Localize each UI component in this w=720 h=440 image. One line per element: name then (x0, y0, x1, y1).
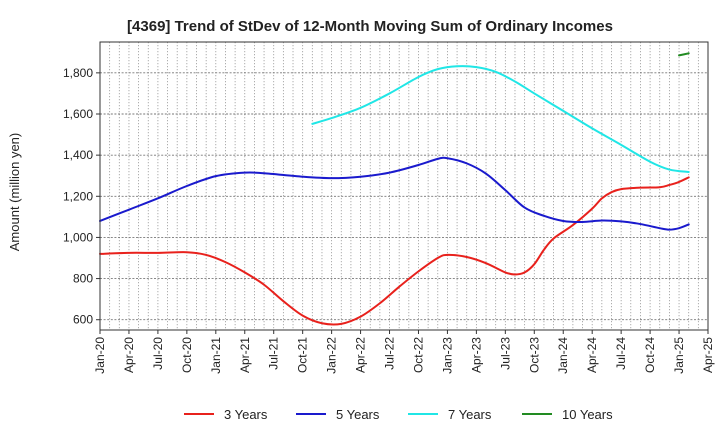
x-tick-label: Jan-22 (325, 337, 339, 374)
series-line-1 (99, 176, 690, 326)
x-tick-label: Jul-20 (151, 337, 165, 370)
x-tick-label: Oct-22 (411, 337, 425, 373)
x-tick-label: Apr-21 (238, 337, 252, 373)
x-tick-label: Jan-23 (440, 337, 454, 374)
x-tick-label: Oct-23 (527, 337, 541, 373)
chart-title: [4369] Trend of StDev of 12-Month Moving… (127, 18, 613, 35)
x-tick-label: Jul-21 (267, 337, 281, 370)
x-tick-label: Apr-23 (469, 337, 483, 373)
x-tick-label: Apr-25 (701, 337, 715, 373)
y-tick-label: 1,200 (63, 189, 93, 203)
legend-label-2: 5 Years (336, 407, 380, 422)
legend: 3 Years 5 Years 7 Years 10 Years (184, 407, 613, 422)
series-line-4 (678, 52, 690, 57)
x-tick-label: Jan-24 (556, 337, 570, 374)
legend-label-3: 7 Years (448, 407, 492, 422)
x-tick-labels: Jan-20 Apr-20 Jul-20 Oct-20 Jan-21 Apr-21 Jul-… (93, 330, 715, 374)
y-tick-label: 1,800 (63, 66, 93, 80)
series-lines (99, 52, 690, 326)
y-axis-title: Amount (million yen) (7, 133, 22, 252)
x-tick-label: Apr-22 (354, 337, 368, 373)
x-tick-label: Jan-21 (209, 337, 223, 374)
x-tick-label: Oct-21 (296, 337, 310, 373)
y-tick-label: 800 (73, 272, 93, 286)
plot-border (99, 41, 709, 331)
y-tick-label: 1,600 (63, 107, 93, 121)
grid-lines (100, 42, 708, 330)
x-tick-label: Jan-25 (672, 337, 686, 374)
x-tick-label: Oct-20 (180, 337, 194, 373)
y-tick-label: 1,000 (63, 230, 93, 244)
x-tick-label: Apr-20 (122, 337, 136, 373)
legend-label-4: 10 Years (562, 407, 613, 422)
x-tick-label: Oct-24 (643, 337, 657, 373)
plot-frame (99, 41, 709, 331)
x-tick-label: Jul-22 (383, 337, 397, 370)
series-line-3 (311, 65, 690, 174)
y-tick-labels: 600 800 1,000 1,200 1,400 1,600 1,800 (63, 66, 100, 327)
legend-label-1: 3 Years (224, 407, 268, 422)
x-tick-label: Jul-23 (498, 337, 512, 370)
x-tick-label: Jul-24 (614, 337, 628, 370)
y-tick-label: 1,400 (63, 148, 93, 162)
x-tick-label: Apr-24 (585, 337, 599, 373)
x-tick-label: Jan-20 (93, 337, 107, 374)
y-tick-label: 600 (73, 313, 93, 327)
series-line-2 (99, 156, 690, 231)
